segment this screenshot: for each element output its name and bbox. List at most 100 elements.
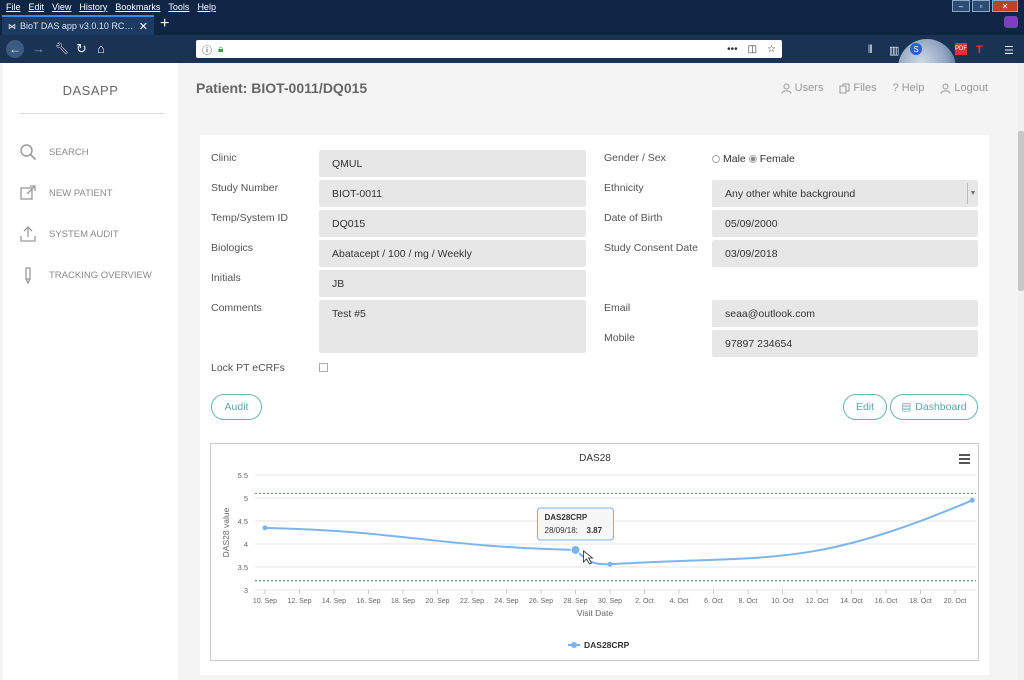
- page-scrollbar[interactable]: [1018, 63, 1024, 680]
- nav-help-label: Help: [901, 82, 925, 94]
- chart-menu-icon[interactable]: [959, 454, 970, 464]
- window-controls: – ▫ ✕: [952, 0, 1018, 12]
- menu-history[interactable]: History: [79, 1, 108, 12]
- x-tick-label: 16. Sep: [356, 598, 380, 605]
- wrench-icon[interactable]: 🔧︎: [55, 43, 69, 55]
- x-tick-label: 20. Sep: [425, 598, 449, 605]
- sidebar-item-label: SYSTEM AUDIT: [49, 228, 119, 240]
- chevron-down-icon[interactable]: ▼: [967, 183, 978, 204]
- nav-files-label: Files: [853, 82, 877, 94]
- mouse-cursor-icon: [583, 550, 594, 565]
- clinic-label: Clinic: [211, 152, 237, 164]
- bookmark-star-icon[interactable]: ☆: [767, 43, 776, 55]
- help-icon: ?: [892, 82, 899, 94]
- comments-field[interactable]: Test #5: [319, 300, 586, 353]
- data-point: [969, 497, 975, 503]
- legend-marker: [571, 642, 577, 648]
- lock-label: Lock PT eCRFs: [211, 362, 285, 374]
- menu-edit[interactable]: Edit: [28, 1, 45, 12]
- pocket-icon[interactable]: ◫: [747, 43, 758, 55]
- page-actions-icon[interactable]: •••: [727, 43, 738, 55]
- gender-label: Gender / Sex: [604, 152, 666, 164]
- menu-bookmarks[interactable]: Bookmarks: [115, 1, 161, 12]
- x-axis-title: Visit Date: [577, 608, 613, 618]
- dashboard-icon: ▤: [901, 401, 912, 413]
- x-tick-label: 12. Sep: [287, 598, 311, 605]
- biologics-field[interactable]: Abatacept / 100 / mg / Weekly: [319, 240, 586, 267]
- female-radio[interactable]: [748, 155, 757, 163]
- back-icon[interactable]: ←: [6, 40, 24, 58]
- close-tab-icon[interactable]: ✕: [138, 20, 148, 33]
- top-nav: Users Files ? Help Logout: [781, 82, 988, 94]
- dashboard-button[interactable]: ▤ Dashboard: [890, 394, 978, 420]
- browser-tab[interactable]: ⋈ BioT DAS app v3.0.10 RC Patient ✕: [2, 15, 154, 35]
- extension-s-icon[interactable]: S: [910, 43, 922, 55]
- data-point: [607, 561, 613, 567]
- edit-button[interactable]: Edit: [843, 394, 887, 420]
- study-number-field[interactable]: BIOT-0011: [319, 180, 586, 207]
- sidebar-item-search[interactable]: SEARCH: [19, 143, 89, 161]
- study-number-label: Study Number: [211, 182, 279, 194]
- sidebar-item-label: TRACKING OVERVIEW: [49, 269, 152, 281]
- sidebar-item-label: NEW PATIENT: [49, 187, 113, 199]
- search-icon: [20, 144, 37, 161]
- lock-checkbox[interactable]: [319, 363, 328, 372]
- ethnicity-select[interactable]: Any other white background ▼: [712, 180, 978, 207]
- mobile-field[interactable]: 97897 234654: [712, 330, 978, 357]
- y-axis-title: DAS28 value: [221, 507, 231, 557]
- nav-users[interactable]: Users: [781, 82, 823, 94]
- initials-label: Initials: [211, 272, 241, 284]
- y-tick-label: 4.5: [238, 517, 248, 526]
- x-tick-label: 20. Oct: [944, 598, 967, 605]
- hamburger-menu-icon[interactable]: ☰: [1004, 45, 1014, 57]
- x-tick-label: 28. Sep: [563, 598, 587, 605]
- ethnicity-label: Ethnicity: [604, 182, 644, 194]
- biologics-label: Biologics: [211, 242, 254, 254]
- forward-icon[interactable]: →: [32, 41, 45, 56]
- menu-file[interactable]: File: [6, 1, 21, 12]
- menu-view[interactable]: View: [52, 1, 72, 12]
- maximize-icon[interactable]: ▫: [972, 0, 990, 12]
- nav-logout[interactable]: Logout: [940, 82, 988, 94]
- x-tick-label: 16. Oct: [875, 598, 898, 605]
- female-radio-label: Female: [759, 153, 795, 165]
- new-tab-icon[interactable]: +: [160, 15, 170, 32]
- comments-label: Comments: [211, 302, 262, 314]
- male-radio[interactable]: [712, 155, 720, 163]
- home-icon[interactable]: ⌂: [97, 41, 105, 56]
- url-bar[interactable]: ⓘ 🔒︎ ••• ◫ ☆: [196, 40, 782, 58]
- pen-icon: [25, 267, 31, 284]
- audit-button[interactable]: Audit: [211, 394, 262, 420]
- menu-help[interactable]: Help: [197, 1, 216, 12]
- temp-id-field[interactable]: DQ015: [319, 210, 586, 237]
- pdf-extension-icon[interactable]: PDF: [955, 43, 967, 55]
- consent-field[interactable]: 03/09/2018: [712, 240, 978, 267]
- sidebar-item-system-audit[interactable]: SYSTEM AUDIT: [19, 225, 119, 243]
- x-tick-label: 12. Oct: [806, 598, 829, 605]
- menu-tools[interactable]: Tools: [168, 1, 190, 12]
- sidebar-item-tracking-overview[interactable]: TRACKING OVERVIEW: [19, 266, 152, 284]
- email-field[interactable]: seaa@outlook.com: [712, 300, 978, 327]
- extension-t-icon[interactable]: T: [976, 44, 983, 56]
- nav-help[interactable]: ? Help: [893, 82, 925, 94]
- scrollbar-thumb[interactable]: [1018, 131, 1024, 291]
- reload-icon[interactable]: ↻: [76, 41, 87, 56]
- tab-bar: ⋈ BioT DAS app v3.0.10 RC Patient ✕ +: [0, 13, 1024, 35]
- tooltip-box: [537, 507, 614, 541]
- x-tick-label: 26. Sep: [529, 598, 553, 605]
- clinic-field[interactable]: QMUL: [319, 150, 586, 177]
- sidebar-toggle-icon[interactable]: ▥: [889, 45, 900, 57]
- library-icon[interactable]: ⫴: [868, 44, 873, 56]
- initials-field[interactable]: JB: [319, 270, 586, 297]
- minimize-icon[interactable]: –: [952, 0, 970, 12]
- email-label: Email: [604, 302, 631, 314]
- legend-item-das28crp[interactable]: DAS28CRP: [584, 640, 630, 650]
- info-icon[interactable]: ⓘ: [202, 45, 212, 57]
- dob-field[interactable]: 05/09/2000: [712, 210, 978, 237]
- close-window-icon[interactable]: ✕: [992, 0, 1018, 12]
- sidebar-item-new-patient[interactable]: NEW PATIENT: [19, 184, 113, 202]
- nav-files[interactable]: Files: [839, 82, 877, 94]
- y-tick-label: 4: [244, 540, 248, 549]
- dob-label: Date of Birth: [604, 212, 663, 224]
- brand-divider: [19, 113, 165, 114]
